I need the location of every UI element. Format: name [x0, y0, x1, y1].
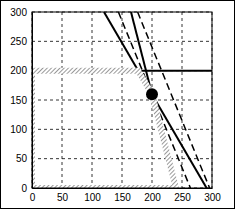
- axis-line: [32, 13, 33, 189]
- tick-label: 100: [84, 192, 101, 203]
- feasible-region: [32, 71, 176, 188]
- tick: 150: [114, 188, 131, 203]
- tick: 200: [10, 65, 32, 76]
- tick-label: 250: [10, 36, 27, 47]
- x-axis: 0 50 100 150 200 250 300: [30, 188, 222, 203]
- grid-line-y: [32, 100, 212, 101]
- tick-label: 50: [57, 192, 69, 203]
- tick-label: 300: [10, 7, 27, 18]
- tick: 100: [10, 124, 32, 135]
- outer-frame: [1, 1, 235, 209]
- tick-label: 200: [10, 65, 27, 76]
- tick: 150: [10, 95, 32, 106]
- objective-line: [138, 12, 210, 188]
- optimum-point: [146, 88, 158, 100]
- plot-area: [32, 12, 212, 188]
- axis-line: [33, 188, 213, 189]
- tick-label: 100: [10, 124, 27, 135]
- tick: 250: [174, 188, 191, 203]
- tick-label: 0: [21, 183, 27, 194]
- tick: 100: [84, 188, 101, 203]
- grid-line-y: [32, 158, 212, 159]
- plot-frame: [32, 12, 212, 188]
- tick: 50: [16, 153, 32, 164]
- tick-label: 0: [30, 192, 36, 203]
- tick-label: 50: [16, 153, 28, 164]
- tick-label: 200: [144, 192, 161, 203]
- chart: 0 50 100 150 200 250 300 0 50 100 150 200 250 300: [0, 0, 235, 209]
- tick: 300: [10, 7, 32, 18]
- tick: 300: [204, 188, 221, 203]
- tick: 200: [144, 188, 161, 203]
- tick-label: 150: [10, 95, 27, 106]
- y-axis: 0 50 100 150 200 250 300: [10, 7, 32, 194]
- grid: [32, 12, 212, 188]
- tick: 0: [21, 183, 32, 194]
- tick: 250: [10, 36, 32, 47]
- tick-label: 150: [114, 192, 131, 203]
- tick-label: 250: [174, 192, 191, 203]
- tick: 0: [30, 188, 36, 203]
- tick: 50: [57, 188, 69, 203]
- tick-label: 300: [204, 192, 221, 203]
